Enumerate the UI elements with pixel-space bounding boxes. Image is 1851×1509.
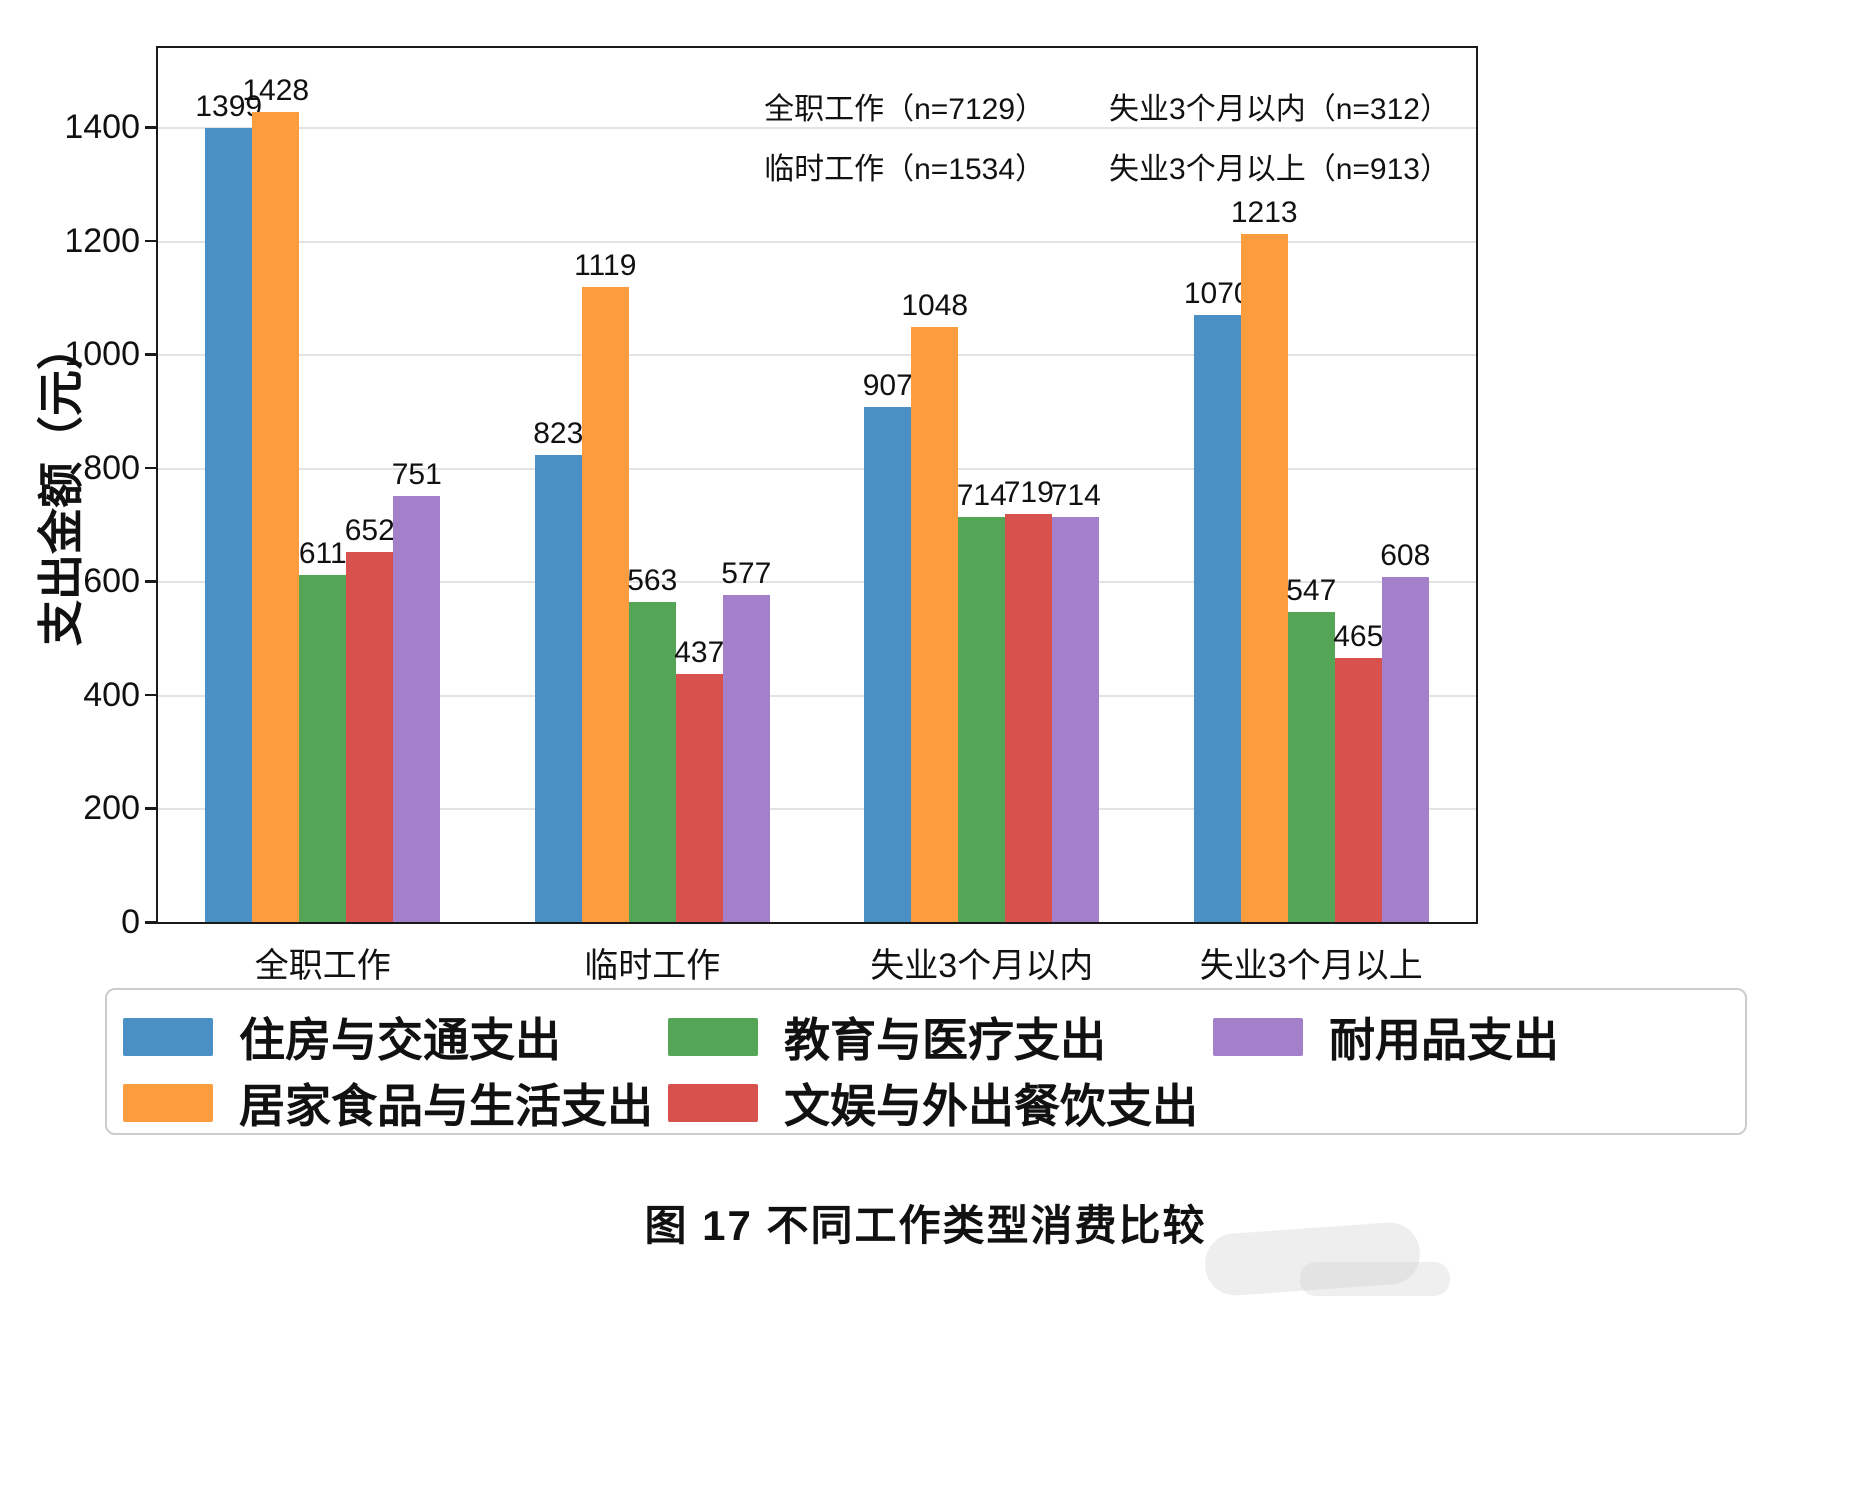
bar: 608 [1380,539,1430,922]
y-tick-label: 600 [83,562,140,601]
bar: 1070 [1184,277,1251,922]
gridline [158,240,1476,243]
bar: 1048 [901,289,968,922]
bar: 652 [345,514,395,922]
y-tick-mark [145,353,156,356]
bar-value-label: 751 [391,457,442,491]
y-tick-mark [145,239,156,243]
bar-value-label: 714 [956,478,1007,512]
bar-group: 823 1119 563 437 577 [488,48,818,922]
y-tick-mark [145,126,156,129]
bar: 1399 [195,90,262,922]
plot-area: 全职工作（n=7129） 失业3个月以内（n=312） 临时工作（n=1534）… [64,46,1478,985]
bar: 1428 [242,74,309,922]
gridline [158,808,1476,811]
bar-group: 1399 1428 611 652 751 [158,48,488,922]
annotation-unemp-lt3m: 失业3个月以内（n=312） [1109,93,1450,126]
bar-value-label: 652 [344,513,395,547]
x-tick-label: 失业3个月以上 [1199,947,1423,985]
bar-value-label: 563 [627,564,678,598]
bar: 577 [721,557,771,922]
legend-swatch [1213,1018,1303,1056]
legend-item: 文娱与外出餐饮支出 [668,1070,1213,1136]
bar: 823 [533,417,583,922]
bar: 437 [674,636,724,922]
bar: 714 [957,479,1007,922]
y-tick-label: 800 [83,448,140,487]
y-tick-label: 400 [83,675,140,714]
bar-value-label: 1399 [195,90,263,124]
bar-value-label: 547 [1286,573,1337,607]
bar-value-label: 719 [1003,475,1054,509]
legend-item: 住房与交通支出 [123,1004,668,1070]
bar-value-label: 823 [533,416,584,450]
legend-label: 住房与交通支出 [239,1014,561,1066]
legend: 住房与交通支出居家食品与生活支出 教育与医疗支出文娱与外出餐饮支出 耐用品支出 [105,988,1747,1135]
bar-value-label: 1213 [1230,195,1298,229]
legend-swatch [668,1018,758,1056]
figure-caption: 图 17 不同工作类型消费比较 [644,1202,1207,1249]
y-tick-mark [145,807,156,810]
legend-label: 居家食品与生活支出 [239,1080,653,1132]
legend-swatch [123,1084,213,1122]
annotation-unemp-gt3m: 失业3个月以上（n=913） [1109,153,1450,186]
bar-value-label: 437 [674,636,725,669]
y-tick-label: 1200 [64,221,140,260]
bar-value-label: 611 [298,537,347,571]
legend-swatch [123,1018,213,1056]
bar-group: 1070 1213 547 465 608 [1147,48,1477,922]
y-tick-mark [145,693,156,697]
bar-value-label: 1070 [1183,276,1251,310]
bar-value-label: 907 [862,369,913,403]
bar: 563 [627,564,677,922]
bar: 1213 [1231,196,1298,922]
y-tick-label: 1000 [64,335,140,374]
bar-value-label: 577 [721,556,772,590]
gridline [158,354,1476,357]
bar-group: 907 1048 714 719 714 [817,48,1147,922]
bar-value-label: 714 [1050,478,1101,512]
y-tick-label: 0 [121,903,140,941]
bar-value-label: 1119 [574,248,637,282]
gridline [158,581,1476,584]
x-tick-label: 失业3个月以内 [870,947,1094,985]
y-tick-label: 1400 [64,108,140,147]
bar: 611 [299,537,347,922]
gridline [158,467,1476,470]
legend-label: 教育与医疗支出 [784,1014,1106,1066]
y-tick-mark [145,466,156,470]
gridline [158,694,1476,697]
sample-size-annotations: 全职工作（n=7129） 失业3个月以内（n=312） 临时工作（n=1534）… [764,84,1450,188]
x-tick-label: 全职工作 [254,947,391,985]
legend-label: 文娱与外出餐饮支出 [784,1080,1198,1132]
bar: 719 [1004,476,1054,922]
legend-label: 耐用品支出 [1329,1014,1559,1066]
annotation-temp: 临时工作（n=1534） [764,153,1046,186]
bar: 547 [1286,574,1336,922]
legend-swatch [668,1084,758,1122]
gridline [158,127,1476,130]
annotation-fulltime: 全职工作（n=7129） [764,93,1046,126]
y-tick-mark [145,580,156,583]
bar: 714 [1051,479,1101,922]
bar: 907 [863,369,913,922]
legend-item: 居家食品与生活支出 [123,1070,668,1136]
bar-value-label: 1428 [242,73,310,107]
legend-item: 教育与医疗支出 [668,1004,1213,1070]
bar-value-label: 608 [1380,538,1431,572]
bar-value-label: 465 [1333,620,1384,654]
bar-value-label: 1048 [901,289,969,323]
bar: 751 [392,458,442,922]
y-tick-mark [145,921,156,924]
y-tick-label: 200 [83,789,140,828]
bar: 1119 [574,249,636,922]
x-tick-label: 临时工作 [584,947,721,985]
legend-item: 耐用品支出 [1213,1004,1731,1070]
watermark-blob [1300,1262,1450,1296]
bar: 465 [1333,620,1383,922]
